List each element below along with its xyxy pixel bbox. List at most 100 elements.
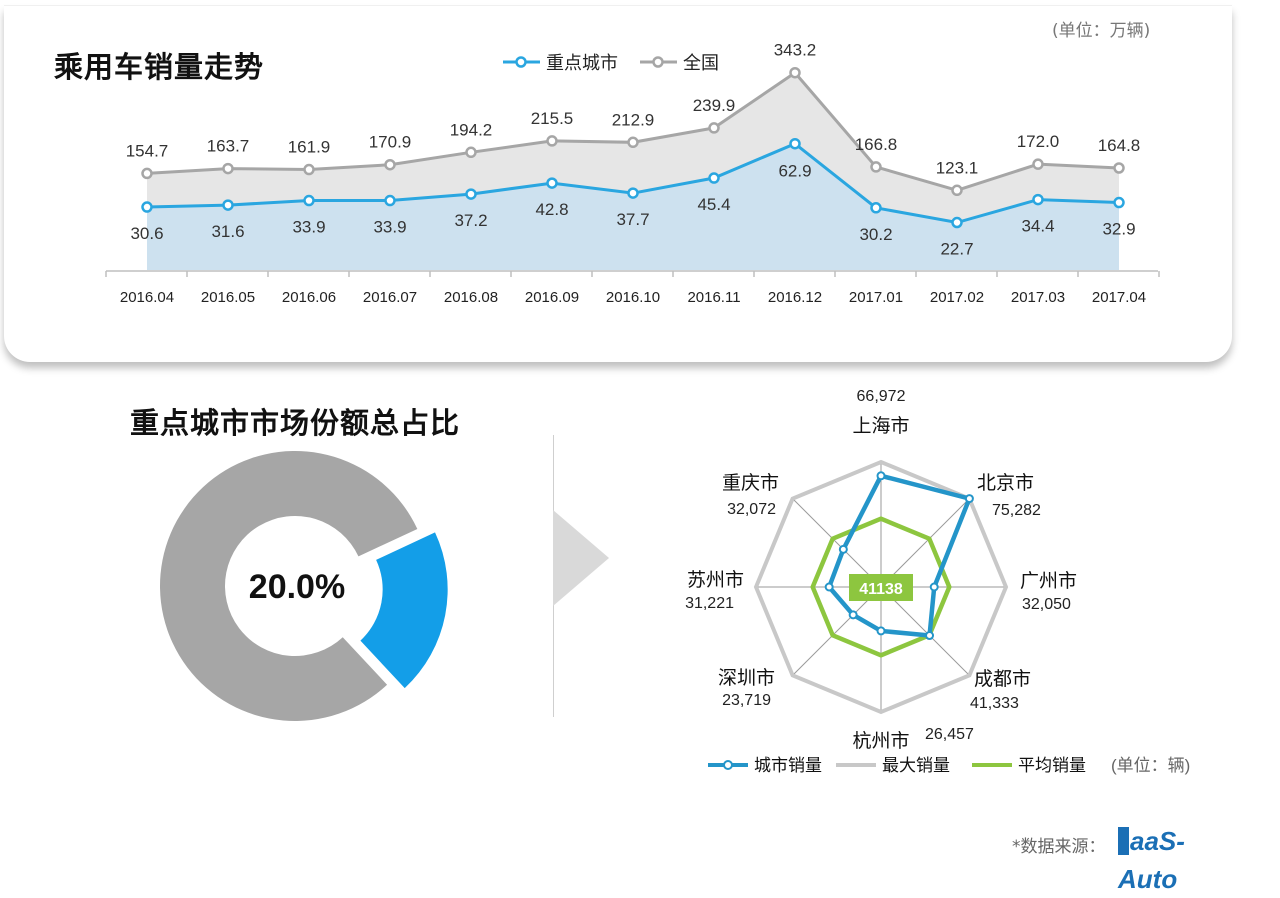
key-city-value-label: 45.4: [697, 195, 730, 214]
legend-average-sales-label: 平均销量: [1018, 756, 1086, 775]
legend-national-label: 全国: [683, 53, 719, 73]
key-city-point: [303, 194, 315, 207]
national-point: [708, 122, 720, 134]
x-tick-label: 2016.08: [444, 289, 498, 306]
radar-center-label: 41138: [859, 581, 903, 598]
national-value-label: 194.2: [450, 120, 493, 139]
national-point: [627, 136, 639, 149]
x-tick-label: 2017.03: [1011, 289, 1065, 306]
radar-value-label: 26,457: [925, 726, 974, 743]
donut-center-label: 20.0%: [249, 568, 345, 606]
key-city-value-label: 34.4: [1021, 217, 1054, 236]
donut-slice-national: [160, 450, 418, 721]
radar-value-label: 66,972: [857, 388, 906, 405]
national-value-label: 212.9: [612, 110, 655, 129]
radar-spoke: [880, 498, 970, 588]
radar-axis-label: 成都市: [974, 668, 1031, 690]
share-title: 重点城市市场份额总占比: [130, 406, 461, 440]
key-city-point: [708, 172, 720, 184]
key-city-point: [141, 201, 153, 213]
key-city-point: [1113, 196, 1125, 209]
radar-axis-label: 北京市: [977, 472, 1034, 494]
key-city-value-label: 30.2: [859, 225, 892, 244]
key-city-value-label: 33.9: [292, 218, 325, 237]
national-value-label: 215.5: [531, 109, 574, 128]
x-tick-label: 2017.04: [1092, 289, 1146, 306]
national-point: [1032, 158, 1044, 170]
radar-series-average-sales: [810, 516, 952, 658]
key-city-point: [951, 216, 963, 229]
legend-city-sales-marker: [723, 760, 733, 770]
radar-city-point: [876, 626, 886, 636]
key-city-value-label: 33.9: [373, 218, 406, 237]
legend-key-city-label: 重点城市: [546, 53, 618, 73]
key-city-value-label: 31.6: [211, 222, 244, 241]
national-value-label: 343.2: [774, 41, 817, 60]
radar-spoke: [880, 586, 970, 676]
national-point: [870, 161, 882, 173]
radar-city-point: [876, 471, 886, 481]
radar-value-label: 75,282: [992, 502, 1041, 519]
donut-chart: 20.0%: [160, 450, 448, 721]
radar-value-label: 23,719: [722, 692, 771, 709]
national-point: [1113, 162, 1125, 174]
radar-unit-label: (单位：辆): [1111, 756, 1190, 775]
source-label: *数据来源：: [1012, 837, 1106, 857]
national-value-label: 170.9: [369, 133, 412, 152]
national-point: [789, 66, 801, 79]
radar-axis-label: 深圳市: [718, 667, 775, 689]
national-value-label: 166.8: [855, 135, 898, 154]
key-city-point: [627, 187, 639, 199]
arrow-right-icon: [553, 510, 609, 606]
radar-city-point: [929, 582, 939, 592]
key-city-point: [870, 202, 882, 214]
key-city-point: [546, 177, 558, 189]
national-value-label: 123.1: [936, 158, 979, 177]
radar-city-point: [848, 610, 858, 620]
legend-max-sales-label: 最大销量: [882, 756, 950, 775]
key-city-value-label: 22.7: [940, 240, 973, 259]
radar-axis-label: 上海市: [852, 415, 909, 437]
national-point: [951, 184, 963, 197]
x-tick-label: 2016.05: [201, 289, 255, 306]
radar-spoke: [792, 498, 882, 588]
radar-chart: 41138 上海市 66,972 北京市 75,282 广州市 32,050 成都市 41,33…: [685, 388, 1190, 775]
national-point: [303, 163, 315, 176]
national-point: [546, 135, 558, 147]
national-value-label: 164.8: [1098, 136, 1141, 155]
radar-city-point: [925, 631, 935, 641]
national-value-label: 163.7: [207, 137, 250, 156]
key-city-value-label: 30.6: [130, 224, 163, 243]
x-tick-label: 2016.06: [282, 289, 336, 306]
line-chart: 154.7 163.7 161.9 170.9 194.2 215.5 212.9 239.9…: [105, 41, 1160, 306]
key-city-point: [222, 199, 234, 211]
radar-value-label: 32,050: [1022, 596, 1071, 613]
legend-city-sales-label: 城市销量: [754, 756, 822, 775]
x-tick-label: 2016.04: [120, 289, 174, 306]
legend-key-city-marker: [515, 56, 527, 68]
donut-slice-key-city: [360, 532, 448, 689]
key-city-point: [384, 194, 396, 207]
national-point: [222, 162, 234, 175]
radar-value-label: 32,072: [727, 501, 776, 518]
radar-center-badge: [849, 574, 913, 601]
x-tick-label: 2017.01: [849, 289, 903, 306]
radar-axis-label: 苏州市: [687, 569, 744, 591]
national-value-label: 239.9: [693, 96, 736, 115]
radar-axis-label: 重庆市: [722, 472, 779, 494]
radar-city-point: [964, 494, 974, 504]
radar-city-point: [824, 582, 834, 592]
national-value-label: 154.7: [126, 141, 169, 160]
key-city-value-label: 62.9: [778, 162, 811, 181]
key-city-point: [465, 188, 477, 200]
x-tick-label: 2016.09: [525, 289, 579, 306]
national-point: [141, 167, 153, 180]
national-value-label: 172.0: [1017, 132, 1060, 151]
x-tick-label: 2016.12: [768, 289, 822, 306]
key-city-value-label: 32.9: [1102, 220, 1135, 239]
x-tick-label: 2016.07: [363, 289, 417, 306]
radar-value-label: 31,221: [685, 595, 734, 612]
key-city-value-label: 37.2: [454, 211, 487, 230]
radar-series-max-sales: [753, 459, 1009, 715]
key-city-area: [147, 143, 1119, 270]
